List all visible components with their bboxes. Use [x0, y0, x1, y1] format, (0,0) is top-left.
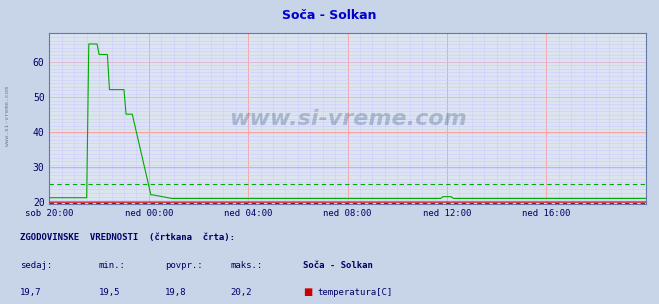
Text: Soča - Solkan: Soča - Solkan	[303, 261, 373, 270]
Text: 19,5: 19,5	[99, 288, 121, 297]
Text: povpr.:: povpr.:	[165, 261, 202, 270]
Text: www.si-vreme.com: www.si-vreme.com	[229, 109, 467, 129]
Text: ■: ■	[303, 287, 312, 297]
Text: 19,8: 19,8	[165, 288, 186, 297]
Text: Soča - Solkan: Soča - Solkan	[282, 9, 377, 22]
Text: maks.:: maks.:	[231, 261, 263, 270]
Text: www.si-vreme.com: www.si-vreme.com	[5, 85, 11, 146]
Text: sedaj:: sedaj:	[20, 261, 52, 270]
Text: ZGODOVINSKE  VREDNOSTI  (črtkana  črta):: ZGODOVINSKE VREDNOSTI (črtkana črta):	[20, 233, 235, 242]
Text: min.:: min.:	[99, 261, 126, 270]
Text: 20,2: 20,2	[231, 288, 252, 297]
Text: temperatura[C]: temperatura[C]	[318, 288, 393, 297]
Text: 19,7: 19,7	[20, 288, 42, 297]
